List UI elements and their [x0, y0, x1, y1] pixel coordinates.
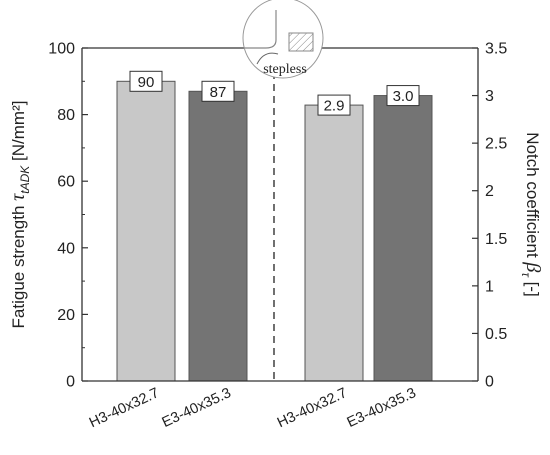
data-label: 2.9 [324, 98, 345, 115]
right-axis-title-symbol: β [522, 261, 544, 272]
x-tick-label: E3-40x35.3 [160, 385, 234, 431]
left-axis-ticks: 0 20 40 60 80 100 [48, 41, 88, 391]
left-axis-title-text: Fatigue strength τtADK [N/mm²] [7, 101, 32, 329]
left-axis-title-unit: [N/mm²] [9, 101, 28, 166]
right-axis-title-text: Notch coefficient βτ [-] [519, 132, 544, 296]
shaft-profile [244, 10, 277, 49]
data-label-box [201, 80, 235, 102]
leader-line [256, 52, 279, 65]
right-tick-label: 1 [485, 278, 494, 295]
left-tick-label: 100 [48, 41, 75, 58]
left-axis-title-symbol: τ [7, 193, 29, 201]
right-axis-ticks: 0 0.5 1 1.5 2 2.5 3 3.5 [472, 41, 507, 391]
left-axis-title: Fatigue strength τtADK [N/mm²] [7, 101, 32, 329]
bar [188, 90, 248, 382]
x-tick-label: E3-40x35.3 [345, 385, 419, 431]
right-tick-label: 2 [485, 183, 494, 200]
bar [304, 104, 364, 382]
right-axis-title: Notch coefficient βτ [-] [519, 132, 544, 296]
inset-circle [242, 0, 324, 79]
x-tick-label: H3-40x32.7 [87, 385, 162, 431]
left-axis-title-subscript: tADK [18, 165, 32, 194]
right-tick-label: 1.5 [485, 231, 507, 248]
right-tick-label: 2.5 [485, 136, 507, 153]
bar [116, 80, 176, 382]
stepless-annotation: stepless [263, 62, 307, 77]
inset-content [244, 10, 314, 52]
data-label-box [129, 70, 163, 92]
left-tick-label: 0 [66, 374, 75, 391]
data-label: 3.0 [393, 88, 414, 105]
left-tick-label: 80 [57, 107, 75, 124]
left-tick-label: 40 [57, 240, 75, 257]
x-axis-labels: H3-40x32.7E3-40x35.3 H3-40x32.7E3-40x35.3 [87, 385, 419, 431]
left-tick-label: 60 [57, 174, 75, 191]
data-label: 90 [138, 74, 155, 91]
data-label-box [386, 85, 420, 107]
right-tick-label: 3 [485, 88, 494, 105]
left-axis-title-label: Fatigue strength [9, 201, 28, 329]
right-axis-title-unit: [-] [523, 277, 542, 297]
right-axis-title-label: Notch coefficient [523, 132, 542, 262]
x-tick-label: H3-40x32.7 [275, 385, 350, 431]
right-axis-title-subscript: τ [519, 272, 533, 278]
data-label-box [317, 94, 351, 116]
right-tick-label: 0.5 [485, 326, 507, 343]
stepless-inset: stepless [242, 0, 324, 79]
left-tick-label: 20 [57, 307, 75, 324]
right-tick-label: 3.5 [485, 41, 507, 58]
bar [373, 95, 433, 382]
right-tick-label: 0 [485, 374, 494, 391]
value-labels: 90 87 2.9 3.0 [129, 70, 420, 116]
data-label: 87 [210, 84, 227, 101]
hatched-block [288, 32, 314, 52]
